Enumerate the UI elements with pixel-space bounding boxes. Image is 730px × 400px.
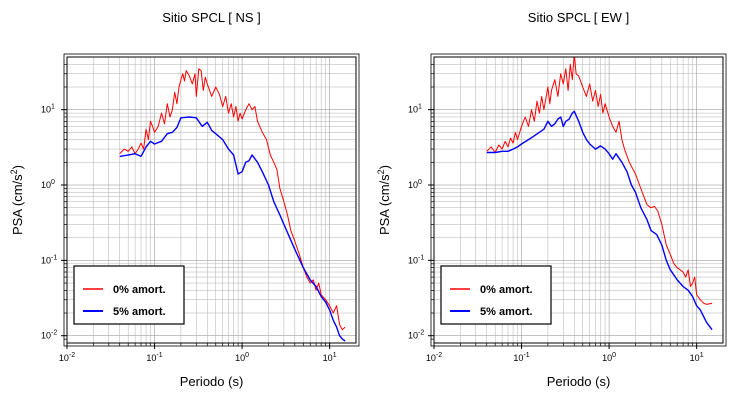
- legend: 0% amort. 5% amort.: [440, 265, 552, 325]
- x-tick-label: 100: [235, 352, 249, 363]
- legend: 0% amort. 5% amort.: [73, 265, 185, 325]
- chart-panel-2: Sitio SPCL [ EW ] 10-2 10-1 100 101 10-2 10-1 1…: [376, 10, 727, 389]
- y-tick-label: 10-2: [408, 330, 424, 341]
- y-tick-label: 100: [41, 179, 55, 190]
- x-tick-label: 100: [602, 352, 616, 363]
- y-tick-label: 10-2: [41, 330, 57, 341]
- x-tick-label: 101: [323, 352, 337, 363]
- plot-frame: [66, 56, 357, 344]
- plot-frame: [433, 56, 724, 344]
- chart-panel-1: Sitio SPCL [ NS ] 10-2 10-1 100 101 10-2 10-1 1…: [9, 10, 360, 389]
- legend-label-amort-0: 0% amort.: [113, 284, 166, 296]
- y-tick-label: 101: [408, 104, 422, 115]
- x-tick-label: 10-1: [146, 352, 162, 363]
- y-axis-label: PSA (cm/s2): [9, 165, 25, 235]
- plot-frame-outer: [430, 53, 727, 347]
- y-tick-label: 10-1: [41, 254, 57, 265]
- y-tick-label: 100: [408, 179, 422, 190]
- legend-box: [73, 265, 185, 325]
- plot-frame-outer: [63, 53, 360, 347]
- legend-label-amort-0: 0% amort.: [480, 284, 533, 296]
- y-tick-label: 101: [41, 104, 55, 115]
- x-tick-label: 10-1: [513, 352, 529, 363]
- legend-label-amort-5: 5% amort.: [480, 306, 533, 318]
- x-axis-label: Periodo (s): [547, 374, 611, 389]
- series-line-amort-0: [486, 57, 713, 305]
- legend-box: [440, 265, 552, 325]
- y-tick-label: 10-1: [408, 254, 424, 265]
- y-axis-label: PSA (cm/s2): [376, 165, 392, 235]
- chart-title: Sitio SPCL [ EW ]: [528, 10, 629, 25]
- x-axis-label: Periodo (s): [180, 374, 244, 389]
- series-line-amort-5: [486, 110, 713, 331]
- x-tick-label: 10-2: [59, 352, 75, 363]
- legend-label-amort-5: 5% amort.: [113, 306, 166, 318]
- x-tick-label: 101: [690, 352, 704, 363]
- series-line-amort-5: [119, 116, 346, 342]
- chart-title: Sitio SPCL [ NS ]: [162, 10, 261, 25]
- x-tick-label: 10-2: [426, 352, 442, 363]
